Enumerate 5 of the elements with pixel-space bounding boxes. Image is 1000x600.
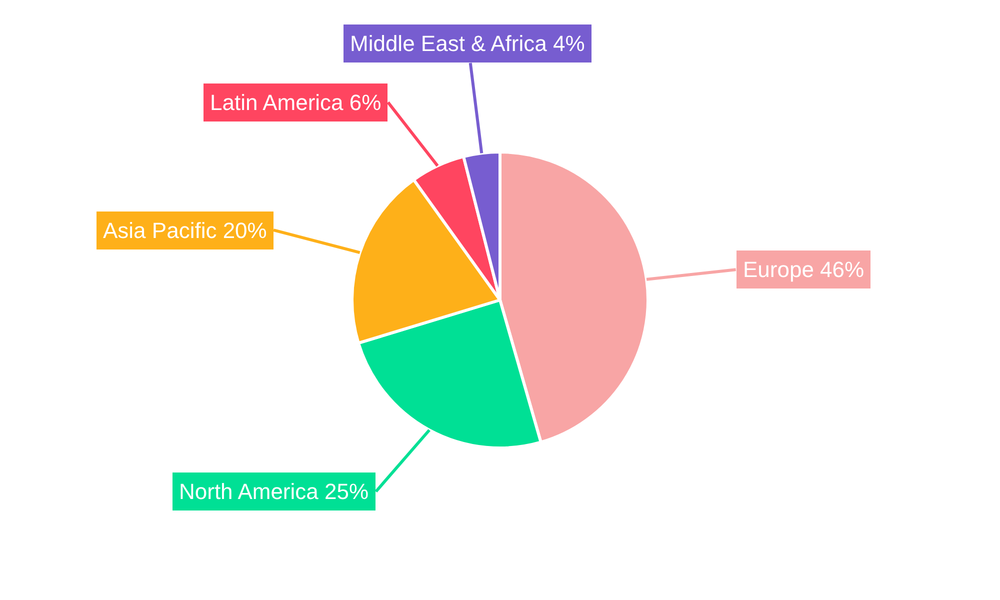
- slice-label: Europe 46%: [743, 257, 864, 282]
- slice-label: North America 25%: [179, 479, 369, 504]
- slice-label: Middle East & Africa 4%: [350, 31, 585, 56]
- slice-label: Asia Pacific 20%: [103, 218, 267, 243]
- slice-label: Latin America 6%: [210, 90, 382, 115]
